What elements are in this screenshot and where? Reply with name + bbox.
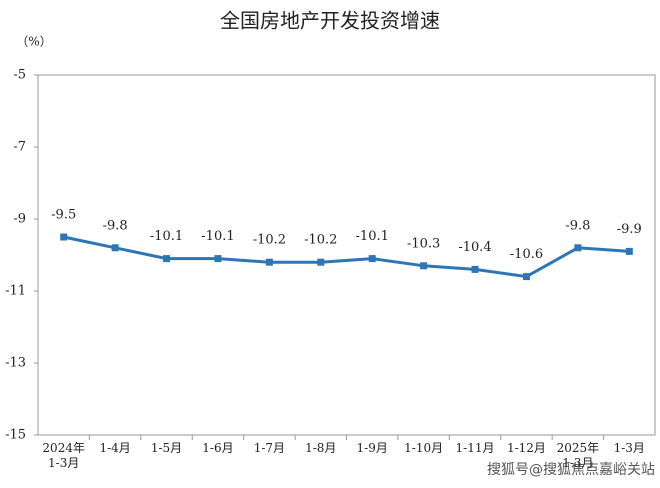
watermark: 搜狐号@搜狐焦点嘉峪关站 <box>487 462 655 478</box>
chart-title: 全国房地产开发投资增速 <box>220 9 440 33</box>
marker <box>111 244 119 252</box>
marker <box>471 265 479 273</box>
marker <box>317 258 325 266</box>
data-label: -10.2 <box>253 233 286 248</box>
y-tick-label: -7 <box>13 140 26 155</box>
marker <box>265 258 273 266</box>
data-label: -10.3 <box>407 236 440 251</box>
x-tick-label: 1-4月 <box>99 441 131 455</box>
data-label: -10.4 <box>458 240 491 255</box>
marker <box>214 255 222 263</box>
data-label: -9.8 <box>103 218 128 233</box>
data-label: -10.2 <box>304 233 337 248</box>
data-label: -10.1 <box>150 229 183 244</box>
data-label: -9.9 <box>617 222 642 237</box>
x-tick-label: 1-7月 <box>253 441 286 455</box>
y-tick-label: -13 <box>5 356 26 371</box>
marker <box>60 233 68 241</box>
x-tick-label: 2025年 1-3月 <box>556 441 600 470</box>
data-label: -9.5 <box>51 208 76 223</box>
x-tick-label: 1-5月 <box>150 441 183 455</box>
x-tick-label: 2024年 1-3月 <box>42 441 85 470</box>
y-unit: （%） <box>16 35 51 49</box>
marker <box>522 273 530 281</box>
line <box>63 235 630 279</box>
marker <box>574 244 582 252</box>
data-label: -9.8 <box>565 218 590 233</box>
x-tick-label: 1-3月 <box>613 441 645 455</box>
data-label: -10.1 <box>356 229 389 244</box>
marker <box>625 247 633 255</box>
marker <box>163 255 171 263</box>
marker <box>368 255 376 263</box>
y-tick-label: -9 <box>13 212 26 227</box>
x-tick-label: 1-12月 <box>506 441 546 455</box>
y-tick-label: -11 <box>5 284 26 299</box>
x-tick-label: 1-11月 <box>455 441 495 455</box>
x-tick-label: 1-10月 <box>404 441 444 455</box>
x-tick-label: 1-6月 <box>202 441 234 455</box>
x-tick-label: 1-9月 <box>356 441 388 455</box>
x-tick-label: 1-8月 <box>305 441 337 455</box>
y-tick-label: -15 <box>5 428 26 443</box>
data-label: -10.6 <box>510 247 543 262</box>
data-label: -10.1 <box>201 229 234 244</box>
y-tick-label: -5 <box>13 68 26 83</box>
marker <box>420 262 428 270</box>
